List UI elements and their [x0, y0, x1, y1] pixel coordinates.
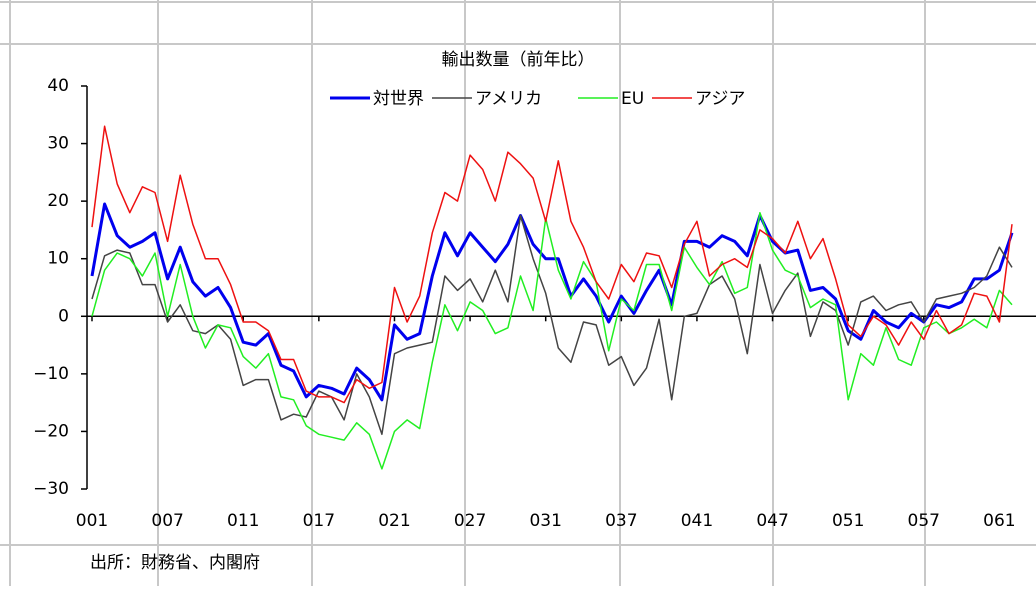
y-tick-label: 10: [47, 249, 69, 269]
x-tick-label: 057: [908, 511, 940, 531]
y-tick-label: −30: [33, 479, 69, 499]
x-tick-label: 027: [454, 511, 486, 531]
series-line: [91, 211, 1013, 470]
chart-title: 輸出数量（前年比）: [442, 50, 595, 70]
series-line: [90, 202, 1014, 402]
y-tick-label: 20: [47, 191, 69, 211]
y-tick-label: 30: [47, 134, 69, 154]
series-line: [91, 214, 1013, 436]
legend-label: アジア: [695, 89, 745, 109]
y-tick-label: 40: [47, 76, 69, 96]
x-tick-label: 037: [605, 511, 637, 531]
y-tick-label: −20: [33, 421, 69, 441]
x-tick-label: 041: [681, 511, 713, 531]
y-tick-label: 0: [58, 306, 69, 326]
series-line: [91, 125, 1013, 404]
x-tick-label: 017: [303, 511, 335, 531]
x-tick-label: 031: [529, 511, 561, 531]
legend-label: EU: [621, 89, 644, 109]
source-note: 出所：財務省、内閣府: [90, 553, 260, 573]
y-tick-label: −10: [33, 364, 69, 384]
x-tick-label: 061: [983, 511, 1015, 531]
x-tick-label: 051: [832, 511, 864, 531]
x-tick-label: 021: [378, 511, 410, 531]
x-tick-label: 007: [151, 511, 183, 531]
legend-label: アメリカ: [475, 89, 542, 109]
x-tick-label: 011: [227, 511, 259, 531]
x-tick-label: 047: [756, 511, 788, 531]
x-tick-label: 001: [76, 511, 108, 531]
legend-label: 対世界: [373, 89, 424, 109]
